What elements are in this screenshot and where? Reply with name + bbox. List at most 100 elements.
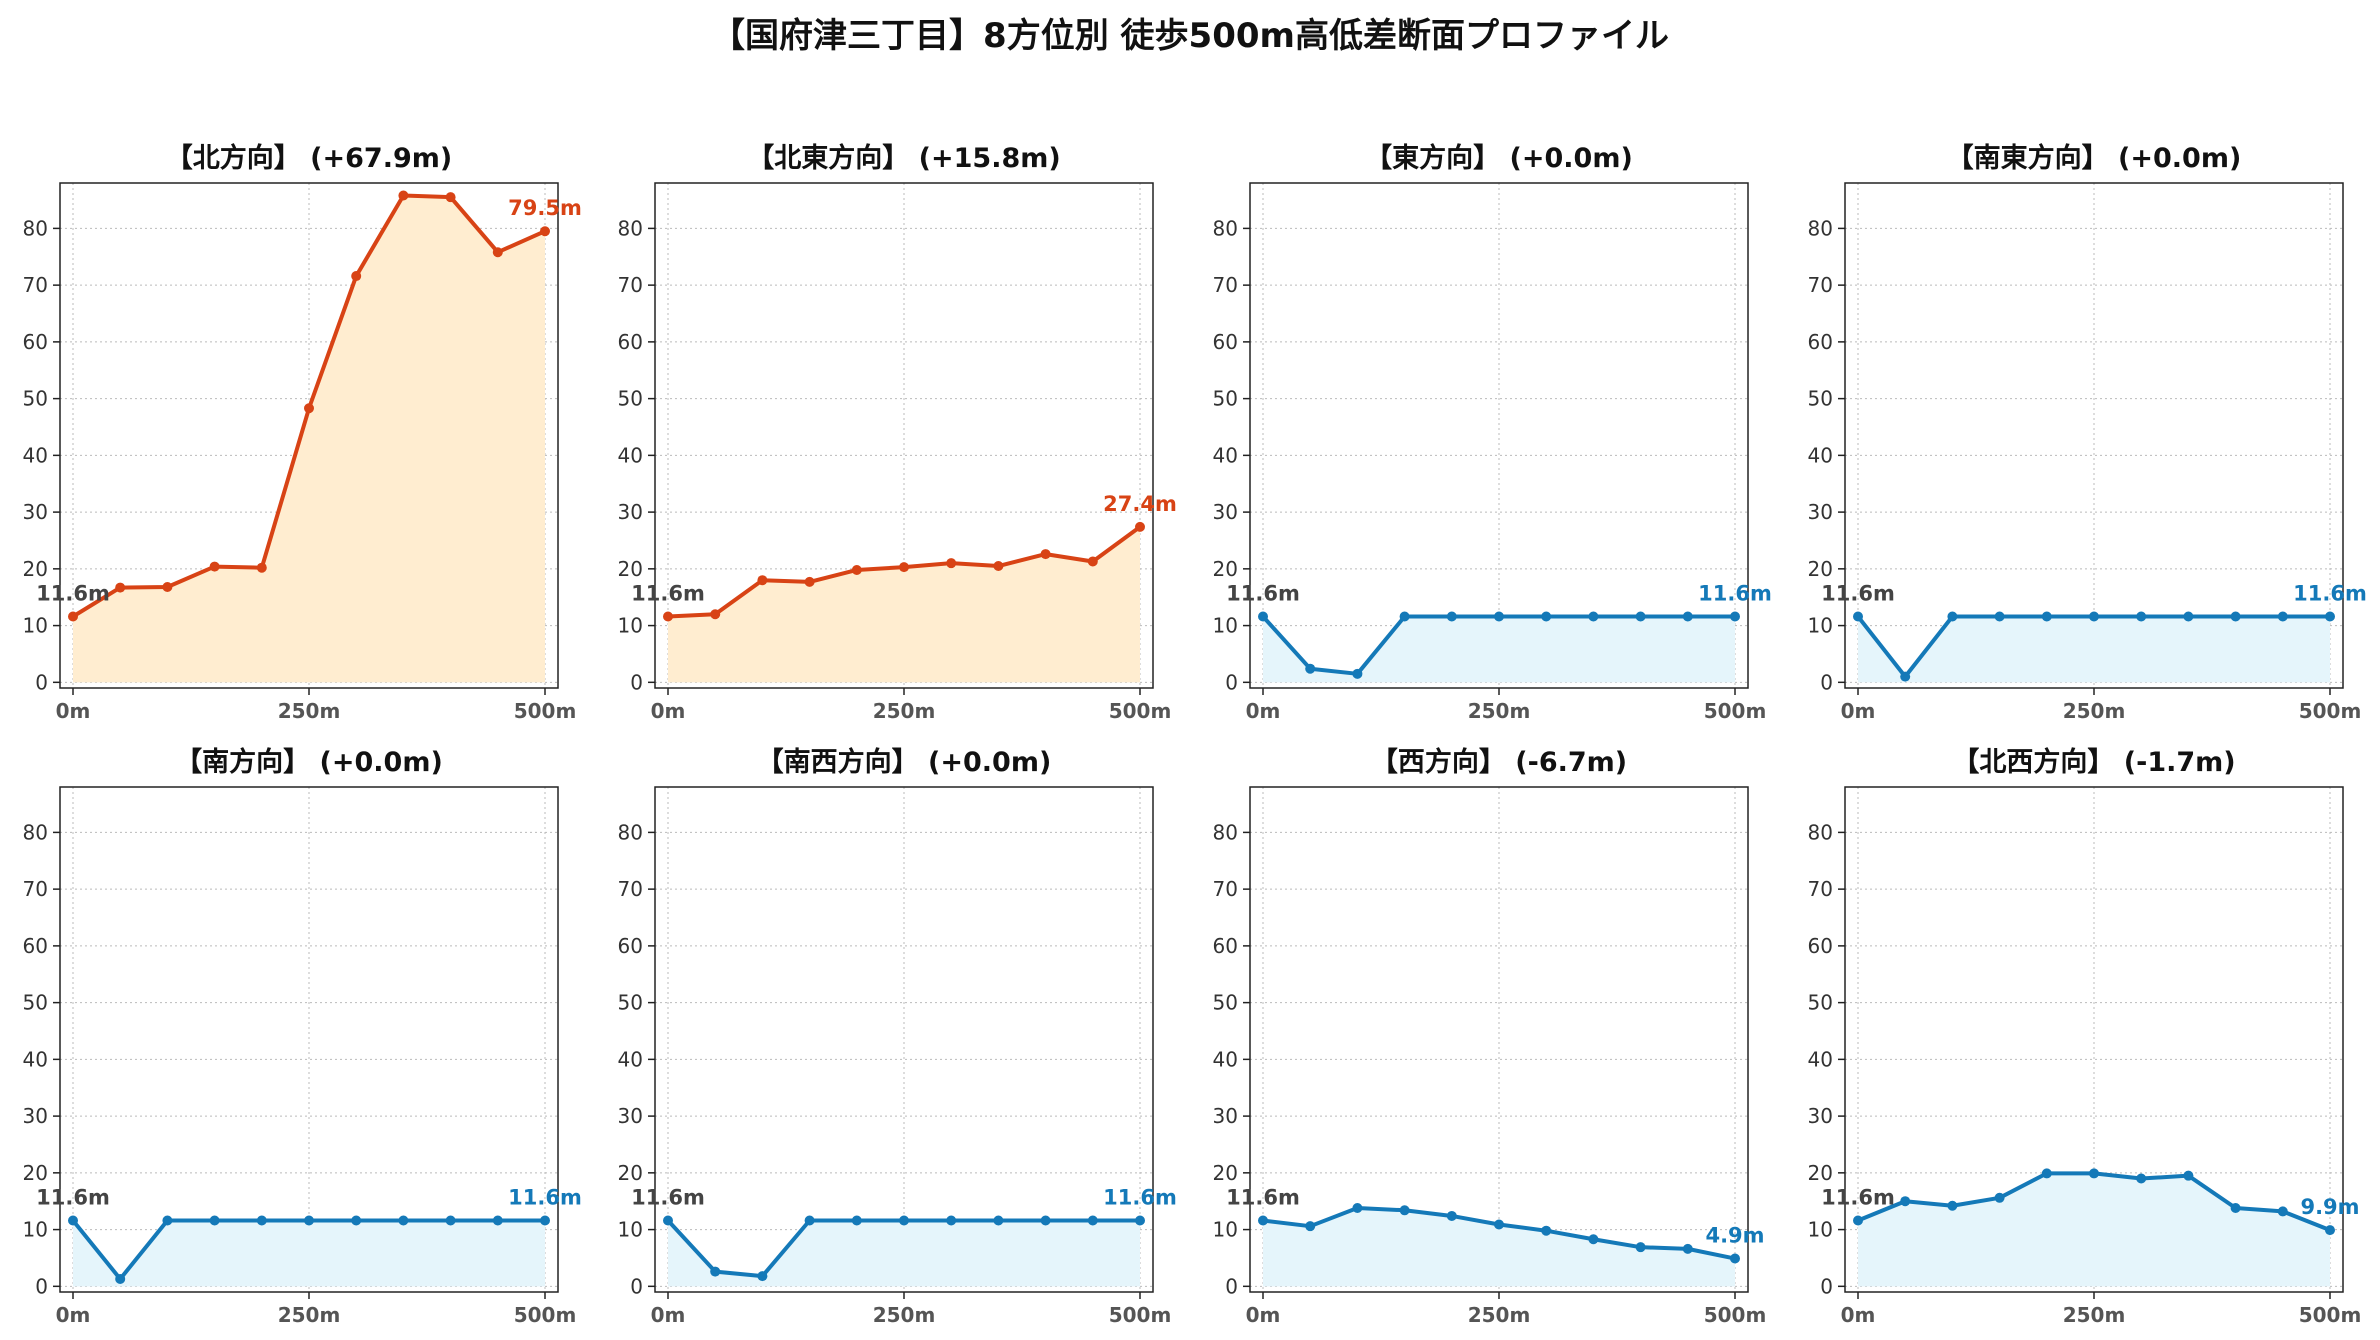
y-tick-label: 50 bbox=[1808, 387, 1833, 411]
y-tick-label: 0 bbox=[630, 670, 643, 694]
y-tick-label: 20 bbox=[618, 1161, 643, 1185]
y-tick-label: 50 bbox=[618, 991, 643, 1015]
x-tick-label: 500m bbox=[1704, 1303, 1767, 1327]
end-value-label: 11.6m bbox=[1698, 582, 1772, 606]
data-point bbox=[351, 271, 362, 282]
x-tick-label: 0m bbox=[1246, 699, 1281, 723]
y-tick-label: 50 bbox=[618, 387, 643, 411]
data-point bbox=[351, 1215, 362, 1226]
data-point bbox=[663, 611, 673, 622]
data-point bbox=[710, 609, 721, 620]
y-tick-label: 80 bbox=[23, 820, 48, 844]
x-tick-label: 500m bbox=[514, 699, 577, 723]
y-tick-label: 50 bbox=[1213, 991, 1238, 1015]
x-tick-label: 0m bbox=[1841, 699, 1876, 723]
y-tick-label: 20 bbox=[1808, 557, 1833, 581]
elevation-area bbox=[1263, 616, 1735, 683]
data-point bbox=[1682, 611, 1693, 622]
y-tick-label: 40 bbox=[23, 1047, 48, 1071]
data-point bbox=[993, 1215, 1004, 1226]
data-point bbox=[1305, 1221, 1316, 1232]
y-tick-label: 70 bbox=[23, 877, 48, 901]
x-tick-label: 500m bbox=[1704, 699, 1767, 723]
x-tick-label: 0m bbox=[1841, 1303, 1876, 1327]
y-tick-label: 40 bbox=[1808, 1047, 1833, 1071]
data-point bbox=[540, 1215, 550, 1226]
start-value-label: 11.6m bbox=[1821, 1186, 1895, 1210]
data-point bbox=[256, 1215, 267, 1226]
data-point bbox=[2136, 1173, 2147, 1184]
data-point bbox=[2041, 1168, 2052, 1179]
x-tick-label: 250m bbox=[1468, 699, 1531, 723]
data-point bbox=[1947, 1200, 1958, 1211]
data-point bbox=[2230, 611, 2241, 622]
x-tick-label: 500m bbox=[1109, 1303, 1172, 1327]
data-point bbox=[115, 582, 126, 593]
chart-panel-4: 【南方向】 (+0.0m) 0 10 20 30 40 50 60 70 80 0m 250m 500m… bbox=[23, 746, 582, 1327]
y-tick-label: 30 bbox=[23, 1104, 48, 1128]
data-point bbox=[2183, 1170, 2194, 1181]
y-tick-label: 80 bbox=[23, 216, 48, 240]
data-point bbox=[1588, 611, 1599, 622]
data-point bbox=[1040, 1215, 1051, 1226]
y-tick-label: 50 bbox=[1808, 991, 1833, 1015]
data-point bbox=[1541, 611, 1552, 622]
x-tick-label: 250m bbox=[2063, 1303, 2126, 1327]
data-point bbox=[1305, 663, 1316, 674]
y-tick-label: 60 bbox=[1213, 330, 1238, 354]
data-point bbox=[1994, 1192, 2005, 1203]
data-point bbox=[304, 403, 314, 414]
data-point bbox=[710, 1266, 721, 1277]
end-value-label: 11.6m bbox=[2293, 582, 2367, 606]
y-tick-label: 80 bbox=[618, 216, 643, 240]
y-tick-label: 10 bbox=[618, 614, 643, 638]
data-point bbox=[1541, 1225, 1552, 1236]
end-value-label: 27.4m bbox=[1103, 492, 1177, 516]
x-tick-label: 250m bbox=[278, 699, 341, 723]
data-point bbox=[1900, 671, 1911, 682]
y-tick-label: 0 bbox=[630, 1274, 643, 1298]
y-tick-label: 10 bbox=[23, 614, 48, 638]
data-point bbox=[2089, 1168, 2099, 1179]
y-tick-label: 80 bbox=[1808, 216, 1833, 240]
data-point bbox=[1994, 611, 2005, 622]
data-point bbox=[851, 1215, 862, 1226]
end-value-label: 4.9m bbox=[1705, 1224, 1764, 1248]
data-point bbox=[540, 226, 550, 237]
chart-title: 【北西方向】 (-1.7m) bbox=[1952, 746, 2235, 778]
elevation-area bbox=[668, 1220, 1140, 1287]
x-tick-label: 250m bbox=[873, 1303, 936, 1327]
data-point bbox=[2041, 611, 2052, 622]
x-tick-label: 250m bbox=[278, 1303, 341, 1327]
x-tick-label: 250m bbox=[1468, 1303, 1531, 1327]
y-tick-label: 10 bbox=[618, 1218, 643, 1242]
y-tick-label: 30 bbox=[618, 1104, 643, 1128]
y-tick-label: 60 bbox=[23, 330, 48, 354]
data-point bbox=[993, 561, 1004, 572]
x-tick-label: 500m bbox=[514, 1303, 577, 1327]
data-point bbox=[1040, 549, 1051, 560]
chart-title: 【北方向】 (+67.9m) bbox=[166, 142, 452, 174]
y-tick-label: 40 bbox=[1213, 443, 1238, 467]
y-tick-label: 70 bbox=[1213, 877, 1238, 901]
data-point bbox=[1853, 611, 1863, 622]
y-tick-label: 10 bbox=[1808, 614, 1833, 638]
x-tick-label: 0m bbox=[651, 699, 686, 723]
chart-title: 【南方向】 (+0.0m) bbox=[175, 746, 443, 778]
y-tick-label: 40 bbox=[23, 443, 48, 467]
end-value-label: 9.9m bbox=[2300, 1195, 2359, 1219]
y-tick-label: 60 bbox=[618, 330, 643, 354]
x-tick-label: 0m bbox=[1246, 1303, 1281, 1327]
data-point bbox=[1258, 611, 1268, 622]
y-tick-label: 10 bbox=[1213, 614, 1238, 638]
y-tick-label: 20 bbox=[1213, 1161, 1238, 1185]
data-point bbox=[209, 561, 220, 572]
data-point bbox=[492, 1215, 503, 1226]
y-tick-label: 40 bbox=[618, 443, 643, 467]
data-point bbox=[1135, 521, 1145, 532]
y-tick-label: 10 bbox=[23, 1218, 48, 1242]
data-point bbox=[1730, 611, 1740, 622]
y-tick-label: 40 bbox=[618, 1047, 643, 1071]
data-point bbox=[946, 558, 957, 569]
data-point bbox=[1446, 611, 1457, 622]
